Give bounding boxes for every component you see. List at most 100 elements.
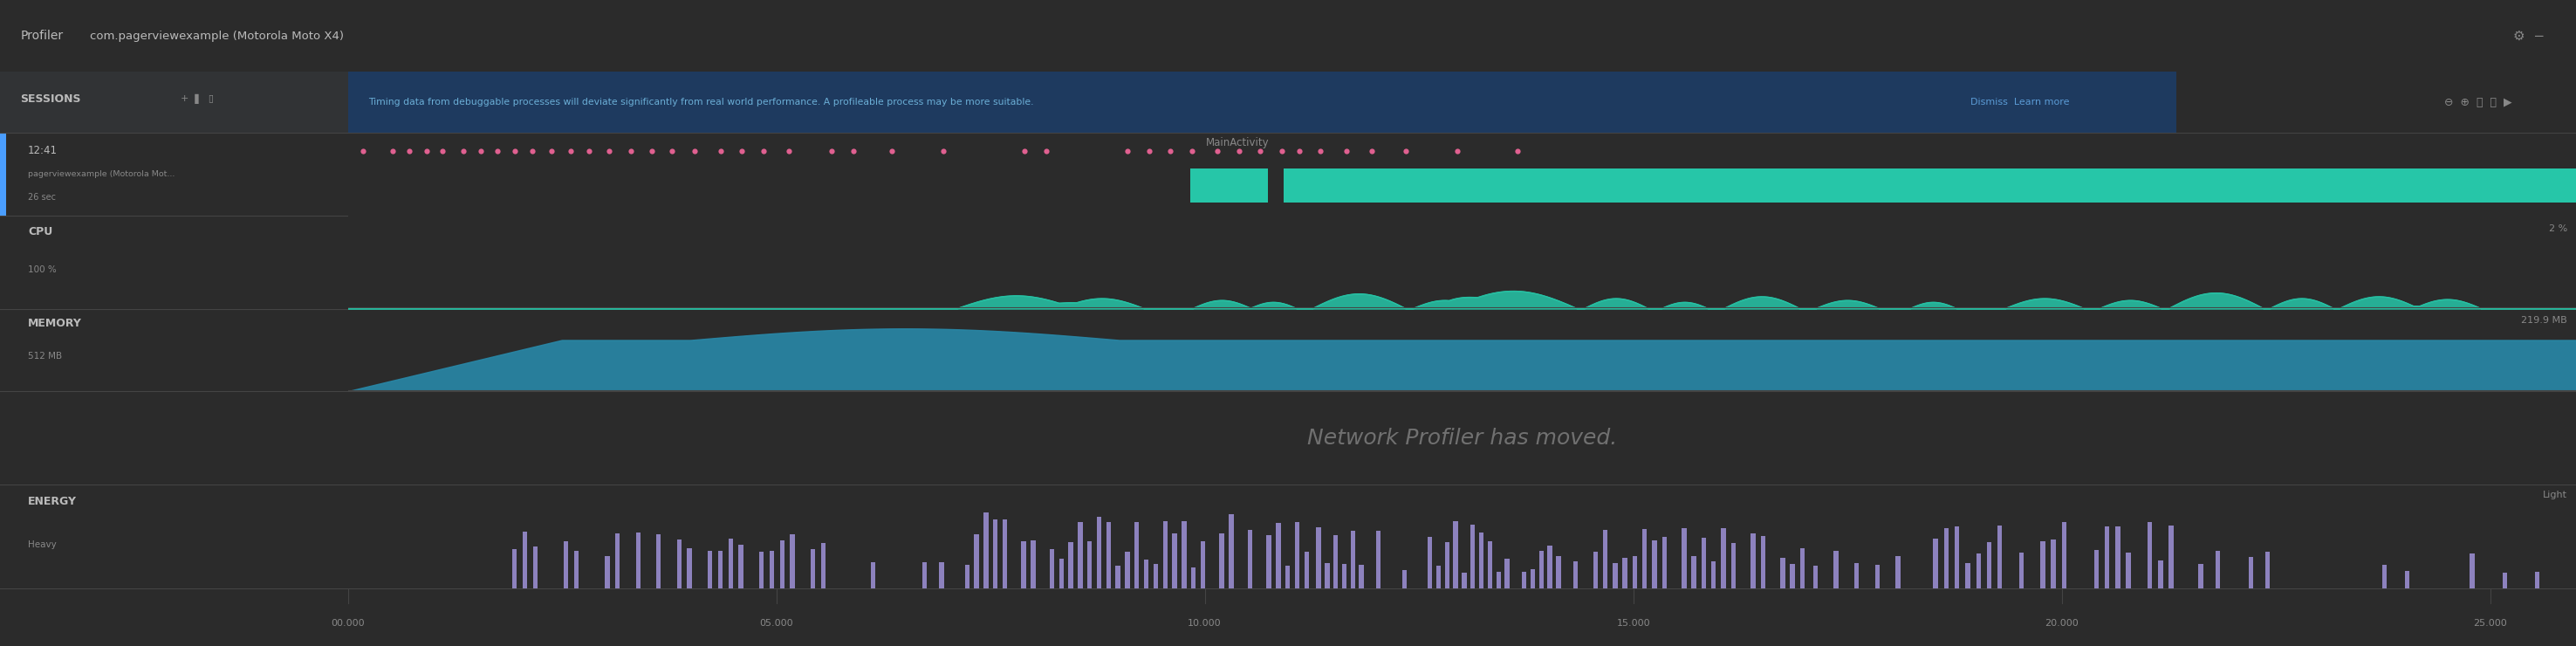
Bar (564, 541, 569, 589)
Bar (984, 512, 989, 589)
Bar (2148, 523, 2151, 589)
Bar (616, 534, 621, 589)
Text: 00.000: 00.000 (330, 619, 366, 627)
Bar (1692, 556, 1695, 589)
Bar (1105, 522, 1110, 589)
Bar (1030, 540, 1036, 589)
Bar (1401, 570, 1406, 589)
Bar (791, 534, 793, 589)
Bar (574, 550, 580, 589)
Bar (1172, 534, 1177, 589)
Bar (1574, 561, 1579, 589)
Bar (2197, 563, 2202, 589)
Bar (1182, 521, 1188, 589)
Bar (1190, 168, 2576, 203)
Bar (1996, 526, 2002, 589)
Bar (1932, 538, 1937, 589)
Bar (1548, 546, 1553, 589)
Text: MEMORY: MEMORY (28, 318, 82, 329)
Bar (1986, 543, 1991, 589)
Bar (1218, 533, 1224, 589)
Bar (781, 540, 786, 589)
Bar (1229, 514, 1234, 589)
Text: Light: Light (2543, 490, 2568, 499)
Bar (523, 532, 528, 589)
Bar (1069, 542, 1074, 589)
Text: pagerviewexample (Motorola Mot...: pagerviewexample (Motorola Mot... (28, 170, 175, 178)
Bar (1437, 566, 1440, 589)
Bar (770, 551, 775, 589)
Bar (1556, 556, 1561, 589)
Bar (72, 0, 587, 72)
Text: 219.9 MB: 219.9 MB (2522, 316, 2568, 324)
Bar (1376, 531, 1381, 589)
Text: 2 %: 2 % (2548, 224, 2568, 233)
Bar (1275, 523, 1280, 589)
Bar (1613, 563, 1618, 589)
Text: com.pagerviewexample (Motorola Moto X4): com.pagerviewexample (Motorola Moto X4) (90, 30, 345, 41)
Bar (760, 552, 765, 589)
Text: +  ▌  ▯: + ▌ ▯ (180, 94, 214, 104)
Bar (1945, 528, 1947, 589)
Bar (1976, 553, 1981, 589)
Bar (348, 72, 2177, 133)
Text: 15.000: 15.000 (1615, 619, 1651, 627)
Bar (966, 565, 969, 589)
Bar (1592, 552, 1597, 589)
Bar (1682, 528, 1687, 589)
Bar (1710, 561, 1716, 589)
Bar (1463, 572, 1466, 589)
Text: Network Profiler has moved.: Network Profiler has moved. (1306, 428, 1618, 448)
Bar (2215, 551, 2221, 589)
Bar (1059, 558, 1064, 589)
Bar (940, 563, 943, 589)
Bar (657, 534, 662, 589)
Text: ⚙  −: ⚙ − (2514, 29, 2545, 43)
Text: Profiler: Profiler (21, 30, 64, 42)
Bar (1834, 551, 1839, 589)
Bar (1538, 551, 1543, 589)
Bar (871, 563, 876, 589)
Bar (1190, 567, 1195, 589)
Bar (1267, 535, 1270, 589)
Bar (1200, 541, 1206, 589)
Text: 512 MB: 512 MB (28, 352, 62, 361)
Text: ⊖  ⊕  ⦸  ⏸  ▶: ⊖ ⊕ ⦸ ⏸ ▶ (2445, 97, 2512, 108)
Bar (0, 72, 348, 133)
Bar (1633, 556, 1638, 589)
Bar (2501, 573, 2506, 589)
Bar (1814, 566, 1819, 589)
Bar (1087, 541, 1092, 589)
Bar (1602, 530, 1607, 589)
Bar (1965, 563, 1971, 589)
Bar (2105, 526, 2110, 589)
Bar (1133, 522, 1139, 589)
Bar (2050, 540, 2056, 589)
Bar (974, 534, 979, 589)
Bar (533, 547, 538, 589)
Bar (1759, 536, 1765, 589)
Bar (1285, 566, 1291, 589)
Text: Heavy: Heavy (28, 541, 57, 549)
Bar (1162, 521, 1167, 589)
Bar (1247, 530, 1252, 589)
Bar (1077, 522, 1082, 589)
Bar (1790, 564, 1795, 589)
Bar (922, 563, 927, 589)
Bar (729, 539, 734, 589)
Bar (1324, 563, 1329, 589)
Text: SESSIONS: SESSIONS (21, 94, 82, 105)
Bar (1522, 571, 1528, 589)
Text: 05.000: 05.000 (760, 619, 793, 627)
Bar (1731, 543, 1736, 589)
Bar (1700, 538, 1705, 589)
Bar (1342, 564, 1347, 589)
Bar (1296, 522, 1298, 589)
Bar (513, 549, 518, 589)
Text: 12:41: 12:41 (28, 145, 57, 156)
Bar (1427, 537, 1432, 589)
Bar (1471, 525, 1476, 589)
Bar (1267, 168, 1283, 203)
Bar (636, 533, 641, 589)
Bar (811, 549, 814, 589)
